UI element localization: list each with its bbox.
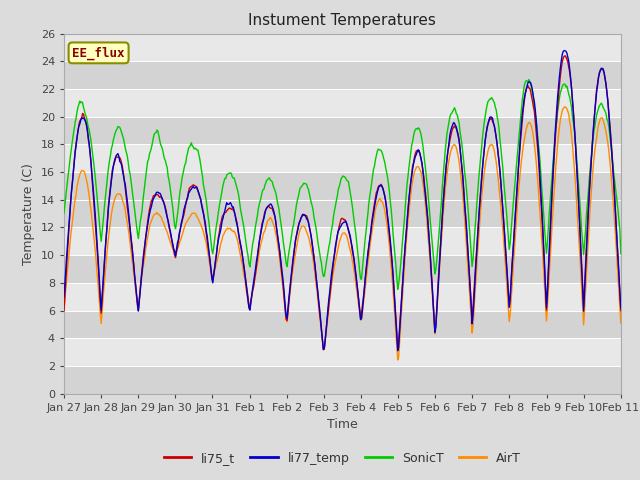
- Bar: [64, 338, 621, 366]
- AirT: [60, 306, 68, 312]
- Bar: [64, 172, 621, 200]
- li75_t: [617, 308, 625, 313]
- X-axis label: Time: Time: [327, 418, 358, 431]
- Y-axis label: Temperature (C): Temperature (C): [22, 163, 35, 264]
- SonicT: [480, 120, 488, 126]
- Bar: [64, 366, 621, 394]
- Line: li77_temp: li77_temp: [64, 50, 621, 351]
- Bar: [64, 311, 621, 338]
- SonicT: [394, 287, 401, 292]
- li77_temp: [480, 147, 488, 153]
- li75_t: [389, 273, 397, 278]
- AirT: [617, 320, 625, 326]
- li77_temp: [204, 233, 211, 239]
- li75_t: [480, 147, 488, 153]
- AirT: [480, 170, 488, 176]
- Line: SonicT: SonicT: [64, 80, 621, 289]
- Line: AirT: AirT: [64, 107, 621, 360]
- Legend: li75_t, li77_temp, SonicT, AirT: li75_t, li77_temp, SonicT, AirT: [159, 447, 526, 469]
- AirT: [561, 104, 569, 109]
- Bar: [64, 228, 621, 255]
- li75_t: [60, 308, 68, 313]
- AirT: [433, 310, 440, 316]
- Title: Instument Temperatures: Instument Temperatures: [248, 13, 436, 28]
- AirT: [388, 276, 396, 281]
- li77_temp: [159, 196, 166, 202]
- li77_temp: [394, 348, 401, 354]
- SonicT: [433, 258, 440, 264]
- SonicT: [388, 218, 396, 224]
- AirT: [204, 246, 211, 252]
- SonicT: [204, 205, 211, 211]
- SonicT: [312, 225, 320, 231]
- li77_temp: [560, 48, 568, 53]
- li77_temp: [433, 308, 440, 314]
- Text: EE_flux: EE_flux: [72, 46, 125, 60]
- li75_t: [312, 272, 320, 278]
- li75_t: [204, 238, 211, 243]
- Bar: [64, 283, 621, 311]
- AirT: [394, 357, 401, 363]
- li77_temp: [388, 260, 396, 265]
- SonicT: [525, 77, 532, 83]
- Bar: [64, 117, 621, 144]
- Bar: [64, 255, 621, 283]
- Bar: [64, 61, 621, 89]
- li75_t: [159, 197, 166, 203]
- SonicT: [60, 210, 68, 216]
- li77_temp: [312, 272, 320, 278]
- Line: li75_t: li75_t: [64, 56, 621, 350]
- SonicT: [159, 146, 166, 152]
- SonicT: [617, 251, 625, 257]
- AirT: [159, 218, 166, 224]
- li77_temp: [617, 305, 625, 311]
- li77_temp: [60, 294, 68, 300]
- Bar: [64, 200, 621, 228]
- Bar: [64, 34, 621, 61]
- Bar: [64, 144, 621, 172]
- li75_t: [319, 347, 327, 353]
- li75_t: [433, 306, 440, 312]
- Bar: [64, 89, 621, 117]
- li75_t: [561, 53, 569, 59]
- AirT: [312, 280, 320, 286]
